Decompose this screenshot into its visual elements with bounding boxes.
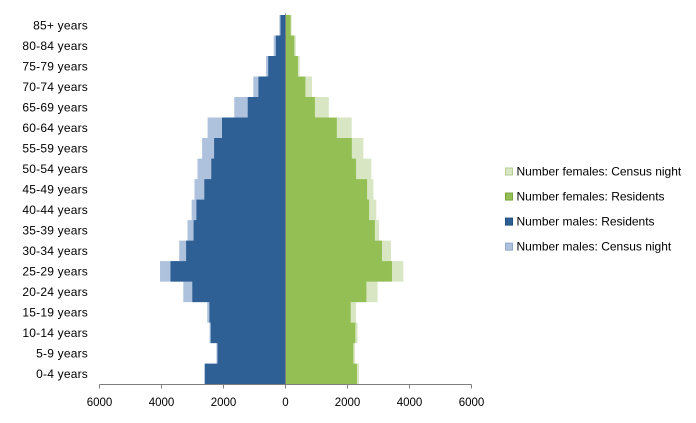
svg-text:80-84 years: 80-84 years — [22, 39, 88, 53]
svg-text:25-29 years: 25-29 years — [22, 264, 88, 278]
svg-text:Number females: Census night: Number females: Census night — [517, 165, 682, 179]
svg-text:50-54 years: 50-54 years — [22, 162, 88, 176]
svg-text:Number males: Residents: Number males: Residents — [517, 215, 655, 229]
svg-text:2000: 2000 — [211, 397, 237, 409]
svg-text:75-79 years: 75-79 years — [22, 59, 88, 73]
svg-text:4000: 4000 — [149, 397, 175, 409]
svg-text:5-9 years: 5-9 years — [36, 346, 88, 360]
svg-text:15-19 years: 15-19 years — [22, 305, 88, 319]
svg-text:0-4 years: 0-4 years — [36, 367, 88, 381]
svg-text:70-74 years: 70-74 years — [22, 80, 88, 94]
svg-text:Number males: Census night: Number males: Census night — [517, 240, 672, 254]
svg-text:35-39 years: 35-39 years — [22, 223, 88, 237]
svg-text:55-59 years: 55-59 years — [22, 141, 88, 155]
svg-text:65-69 years: 65-69 years — [22, 100, 88, 114]
svg-text:30-34 years: 30-34 years — [22, 244, 88, 258]
svg-text:85+ years: 85+ years — [33, 18, 88, 32]
svg-text:10-14 years: 10-14 years — [22, 326, 88, 340]
svg-text:4000: 4000 — [397, 397, 423, 409]
svg-text:2000: 2000 — [335, 397, 361, 409]
svg-text:40-44 years: 40-44 years — [22, 203, 88, 217]
svg-text:60-64 years: 60-64 years — [22, 121, 88, 135]
svg-text:6000: 6000 — [87, 397, 113, 409]
svg-text:6000: 6000 — [459, 397, 485, 409]
svg-text:45-49 years: 45-49 years — [22, 182, 88, 196]
svg-text:20-24 years: 20-24 years — [22, 285, 88, 299]
svg-text:Number females: Residents: Number females: Residents — [517, 190, 665, 204]
svg-text:0: 0 — [282, 397, 288, 409]
